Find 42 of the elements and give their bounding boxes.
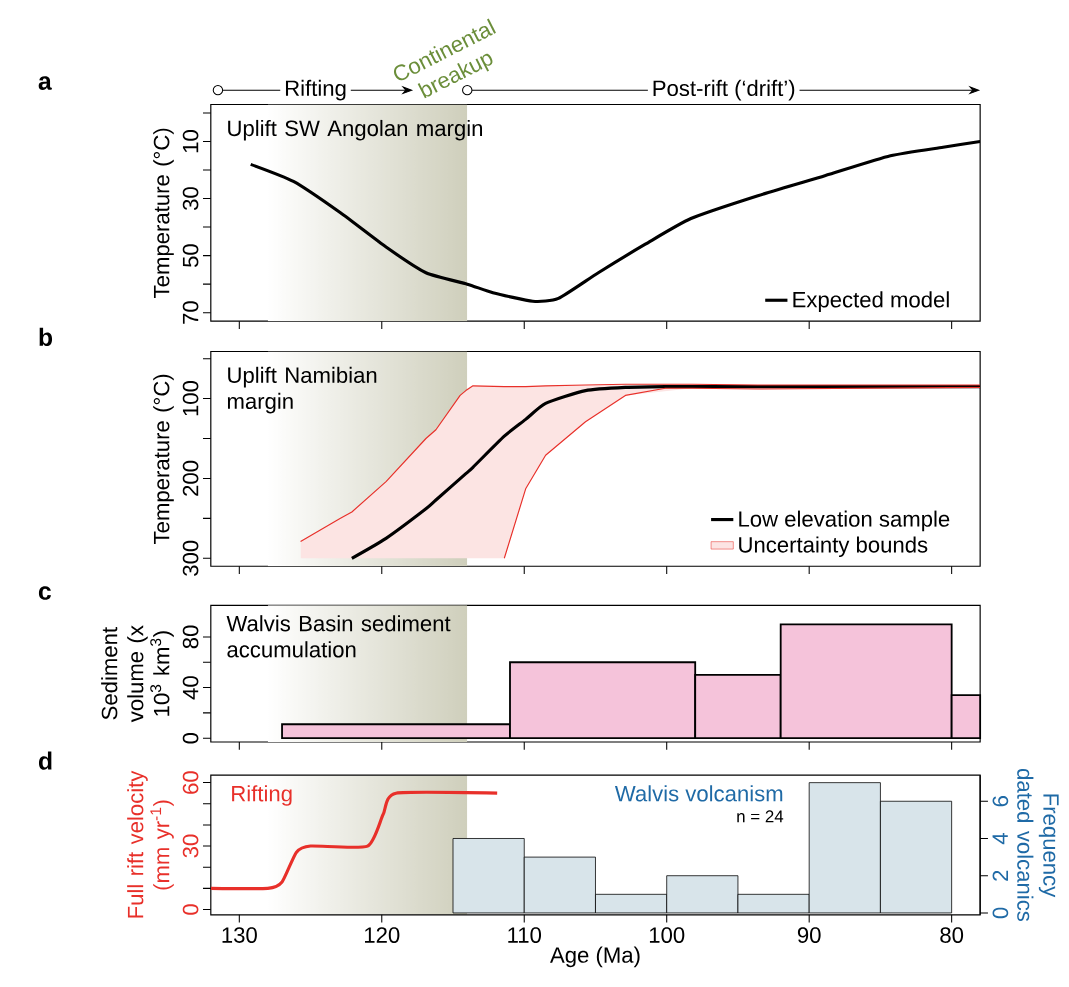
text: a — [38, 76, 52, 90]
text: Walvis Basin sediment accumulation — [226, 615, 451, 658]
x-tick-label: 90 — [797, 927, 821, 943]
y2-tick-label: 2 — [992, 870, 1009, 881]
text: Rifting — [285, 79, 346, 101]
text: b — [39, 327, 53, 346]
y2-tick-label: 4 — [992, 832, 1008, 845]
y2-axis-title: Frequency dated volcanics — [1017, 769, 1059, 922]
x-tick-label: 110 — [508, 927, 542, 943]
y-tick-label: 80 — [182, 625, 199, 649]
y-tick-label: 0 — [182, 732, 199, 744]
y2-tick-label: 0 — [992, 907, 1009, 919]
y2-tick-label: 6 — [992, 796, 1009, 807]
y-tick-label: 30 — [182, 834, 199, 858]
x-tick-label: 80 — [940, 927, 964, 943]
y-tick-label: 50 — [182, 244, 199, 268]
y-tick-label: 40 — [182, 676, 199, 700]
x-axis-title: Age (Ma) — [550, 946, 640, 968]
annotation: n = 24 — [737, 810, 784, 823]
legend-label: Low elevation sample — [739, 510, 950, 532]
legend-label: Uncertainty bounds — [739, 536, 928, 557]
text: Uplift Namibian margin — [227, 366, 377, 414]
x-tick-label: 120 — [365, 927, 400, 943]
series-label: Walvis volcanism — [614, 785, 783, 802]
y-tick-label: 300 — [182, 540, 199, 576]
text: d — [38, 751, 52, 770]
x-tick-label: 100 — [649, 927, 685, 943]
y-axis-title: Temperature (°C) — [153, 374, 174, 544]
text: c — [38, 586, 51, 600]
y-axis-title: Temperature (°C) — [153, 128, 174, 298]
y-tick-label: 100 — [182, 380, 199, 416]
y-tick-label: 200 — [182, 460, 199, 496]
y-tick-label: 10 — [182, 130, 199, 153]
y-tick-label: 70 — [182, 301, 199, 324]
legend-label: Expected model — [793, 291, 949, 312]
y-tick-label: 30 — [182, 187, 199, 211]
series-label: Rifting — [232, 785, 292, 806]
x-tick-label: 130 — [222, 927, 257, 943]
y-tick-label: 0 — [182, 904, 199, 915]
text: Post-rift (‘drift’) — [653, 79, 795, 101]
y-tick-label: 60 — [182, 771, 199, 794]
text: Uplift SW Angolan margin — [228, 119, 483, 141]
